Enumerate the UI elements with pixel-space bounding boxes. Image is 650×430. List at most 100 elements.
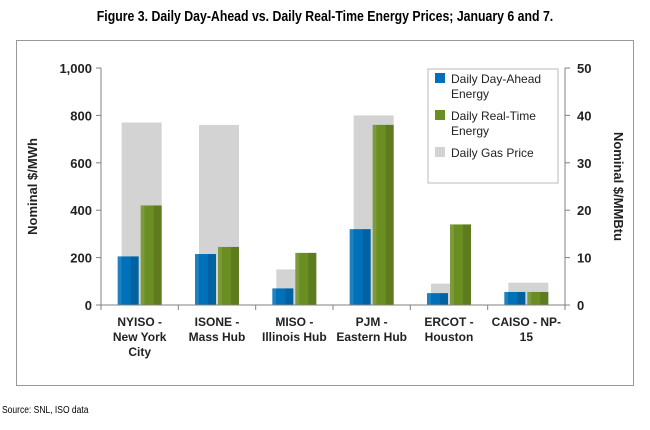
real-time-bar bbox=[372, 124, 394, 305]
legend-box bbox=[427, 68, 559, 184]
legend-label: Daily Real-Time Energy bbox=[451, 109, 536, 138]
legend-label-line: Daily Day-Ahead bbox=[451, 72, 541, 86]
category-label-line: ISONE - bbox=[195, 315, 240, 329]
real-time-bar bbox=[527, 291, 549, 305]
real-time-bar-highlight bbox=[527, 291, 532, 305]
legend-label-line: Energy bbox=[451, 87, 489, 101]
day-ahead-bar-shade bbox=[362, 229, 371, 305]
y2-tick-label: 50 bbox=[577, 61, 591, 76]
day-ahead-bar bbox=[117, 256, 139, 305]
real-time-bar-shade bbox=[153, 205, 162, 305]
legend-label-line: Daily Gas Price bbox=[451, 146, 534, 160]
y-tick-label: 800 bbox=[70, 108, 92, 123]
day-ahead-bar-highlight bbox=[427, 293, 431, 305]
left-axis-ticks: 0 200 400 600 800 1,000 bbox=[59, 61, 101, 313]
category-label-line: ERCOT - bbox=[424, 315, 473, 329]
day-ahead-bar bbox=[427, 293, 448, 305]
day-ahead-bar-body bbox=[427, 293, 448, 305]
real-time-bar-shade bbox=[385, 124, 394, 305]
legend-label-line: Daily Real-Time bbox=[451, 109, 536, 123]
real-time-bar-shade bbox=[231, 246, 239, 305]
legend-swatch bbox=[435, 73, 445, 83]
axis-titles: Nominal $/MWh Nominal $/MMBtu bbox=[25, 132, 626, 241]
real-time-bar bbox=[218, 246, 239, 305]
real-time-bar-body bbox=[372, 124, 394, 305]
source-note: Source: SNL, ISO data bbox=[2, 405, 89, 416]
real-time-bar-body bbox=[140, 205, 162, 305]
category-label-line: New York bbox=[113, 330, 167, 344]
real-time-bar bbox=[295, 252, 317, 305]
legend-swatch bbox=[435, 147, 445, 157]
legend-label: Daily Gas Price bbox=[451, 146, 534, 160]
legend-label-line: Energy bbox=[451, 124, 489, 138]
day-ahead-bar bbox=[349, 229, 371, 305]
real-time-bar-highlight bbox=[295, 252, 300, 305]
day-ahead-bar-shade bbox=[285, 288, 294, 305]
category-label-line: Eastern Hub bbox=[336, 330, 407, 344]
category-label-line: Illinois Hub bbox=[262, 330, 327, 344]
day-ahead-bar bbox=[195, 254, 216, 305]
real-time-bar-shade bbox=[308, 252, 317, 305]
y-tick-label: 1,000 bbox=[59, 61, 92, 76]
real-time-bar-body bbox=[450, 224, 471, 305]
real-time-bar-shade bbox=[463, 224, 471, 305]
category-label-line: CAISO - NP- bbox=[492, 315, 561, 329]
day-ahead-bar-shade bbox=[208, 254, 216, 305]
category-labels: NYISO -New York City ISONE -Mass Hub MISO -… bbox=[113, 315, 561, 359]
legend-swatch bbox=[435, 110, 445, 120]
chart-title: Figure 3. Daily Day-Ahead vs. Daily Real… bbox=[96, 8, 554, 25]
day-ahead-bar-shade bbox=[130, 256, 139, 305]
legend-label: Daily Day-Ahead Energy bbox=[451, 72, 541, 101]
category-label-line: Mass Hub bbox=[189, 330, 246, 344]
category-label-line: 15 bbox=[520, 330, 534, 344]
real-time-bar-body bbox=[218, 246, 239, 305]
y2-axis-title: Nominal $/MMBtu bbox=[611, 132, 626, 241]
real-time-bar-shade bbox=[540, 291, 549, 305]
right-axis-ticks: 0 10 20 30 40 50 bbox=[565, 61, 591, 313]
day-ahead-bar-shade bbox=[517, 291, 526, 305]
day-ahead-bar-highlight bbox=[195, 254, 199, 305]
day-ahead-bar bbox=[272, 288, 294, 305]
y-tick-label: 200 bbox=[70, 251, 92, 266]
day-ahead-bar-body bbox=[117, 256, 139, 305]
real-time-bar-body bbox=[295, 252, 317, 305]
real-time-bar-highlight bbox=[140, 205, 145, 305]
axes bbox=[100, 68, 566, 310]
category-label: PJM -Eastern Hub bbox=[336, 315, 407, 344]
day-ahead-bar-highlight bbox=[117, 256, 122, 305]
real-time-bar-body bbox=[527, 291, 549, 305]
day-ahead-bar-body bbox=[349, 229, 371, 305]
real-time-bar-highlight bbox=[450, 224, 454, 305]
category-label-line: Houston bbox=[425, 330, 474, 344]
day-ahead-bar bbox=[504, 291, 526, 305]
day-ahead-bar-highlight bbox=[349, 229, 354, 305]
real-time-bar-highlight bbox=[218, 246, 222, 305]
y2-tick-label: 40 bbox=[577, 108, 591, 123]
y2-tick-label: 0 bbox=[577, 298, 584, 313]
day-ahead-bar-highlight bbox=[504, 291, 509, 305]
category-label: ISONE -Mass Hub bbox=[189, 315, 246, 344]
category-label-line: City bbox=[128, 345, 151, 359]
y2-tick-label: 30 bbox=[577, 156, 591, 171]
day-ahead-bar-body bbox=[195, 254, 216, 305]
y2-tick-label: 10 bbox=[577, 251, 591, 266]
category-label: ERCOT -Houston bbox=[424, 315, 473, 344]
category-label-line: MISO - bbox=[275, 315, 313, 329]
category-label-line: NYISO - bbox=[117, 315, 162, 329]
day-ahead-bar-highlight bbox=[272, 288, 277, 305]
category-label-line: PJM - bbox=[356, 315, 388, 329]
category-label: CAISO - NP-15 bbox=[492, 315, 561, 344]
y-tick-label: 0 bbox=[85, 298, 92, 313]
real-time-bar-highlight bbox=[372, 124, 377, 305]
y-tick-label: 400 bbox=[70, 203, 92, 218]
energy-price-bars bbox=[117, 124, 549, 305]
category-label: NYISO -New York City bbox=[113, 315, 167, 359]
real-time-bar bbox=[140, 205, 162, 305]
y-tick-label: 600 bbox=[70, 156, 92, 171]
day-ahead-bar-shade bbox=[440, 293, 448, 305]
bar-chart: 0 200 400 600 800 1,000 0 10 20 30 40 50 NYISO -Ne… bbox=[25, 61, 626, 359]
y2-tick-label: 20 bbox=[577, 203, 591, 218]
y-axis-title: Nominal $/MWh bbox=[25, 138, 40, 235]
real-time-bar bbox=[450, 224, 471, 305]
